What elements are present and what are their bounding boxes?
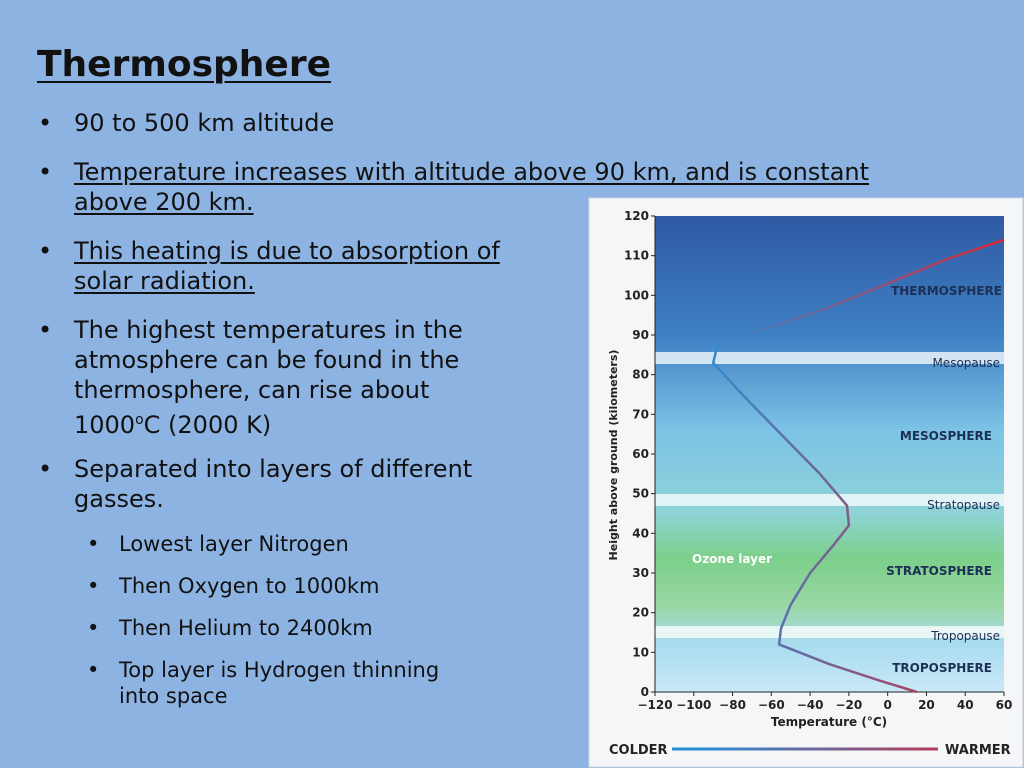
scale-right-label: WARMER: [945, 743, 1011, 758]
x-tick-label: −40: [797, 698, 824, 712]
boundary-band: [655, 626, 1004, 638]
x-tick-label: 20: [918, 698, 935, 712]
x-tick-label: 60: [996, 698, 1013, 712]
layer-label: Stratopause: [927, 498, 1000, 512]
boundary-band: [655, 352, 1004, 364]
sub-bullet: Top layer is Hydrogen thinning into spac…: [87, 657, 479, 709]
x-tick-label: −120: [637, 698, 672, 712]
y-tick-label: 0: [641, 685, 649, 699]
y-tick-label: 20: [632, 606, 649, 620]
scale-left-label: COLDER: [609, 743, 668, 758]
x-tick-label: −100: [676, 698, 711, 712]
chart: Height above ground (kilometers) Tempera…: [588, 197, 1024, 768]
bullet: Separated into layers of different gasse…: [38, 454, 514, 514]
slide-title: Thermosphere: [37, 44, 332, 85]
y-tick-label: 10: [632, 645, 649, 659]
layer-label: Tropopause: [930, 629, 1000, 643]
layer-label: Ozone layer: [692, 552, 772, 566]
y-tick-label: 110: [624, 249, 649, 263]
bullet-text: The highest temperatures in the atmosphe…: [74, 316, 463, 439]
y-tick-label: 70: [632, 407, 649, 421]
y-tick-label: 60: [632, 447, 649, 461]
y-tick-label: 30: [632, 566, 649, 580]
x-axis-title: Temperature (°C): [771, 715, 887, 729]
y-axis-title: Height above ground (kilometers): [607, 350, 620, 561]
layer-bands: [655, 352, 1004, 638]
bullet: Temperature increases with altitude abov…: [38, 157, 924, 217]
bullet: This heating is due to absorption of sol…: [38, 236, 529, 296]
x-tick-label: −60: [758, 698, 785, 712]
sub-bullet: Then Helium to 2400km: [87, 615, 373, 641]
boundary-band: [655, 494, 1004, 506]
plot-background: [655, 216, 1004, 692]
sub-bullet: Lowest layer Nitrogen: [87, 531, 349, 557]
y-tick-label: 80: [632, 368, 649, 382]
bullet-text: C (2000 K): [143, 411, 272, 439]
layer-label: Mesopause: [932, 356, 1000, 370]
x-tick-label: 40: [957, 698, 974, 712]
x-tick-label: 0: [883, 698, 891, 712]
y-tick-label: 40: [632, 526, 649, 540]
y-tick-label: 120: [624, 209, 649, 223]
x-tick-label: −20: [836, 698, 863, 712]
bullet: The highest temperatures in the atmosphe…: [38, 315, 494, 440]
layer-label: THERMOSPHERE: [891, 284, 1002, 298]
layer-label: TROPOSPHERE: [892, 661, 992, 675]
layer-label: STRATOSPHERE: [886, 564, 992, 578]
bullet: 90 to 500 km altitude: [38, 108, 334, 138]
y-tick-label: 100: [624, 288, 649, 302]
x-tick-label: −80: [719, 698, 746, 712]
layer-label: MESOSPHERE: [900, 429, 992, 443]
superscript: o: [135, 412, 144, 428]
temperature-line: [711, 238, 1005, 694]
y-tick-label: 50: [632, 487, 649, 501]
y-tick-label: 90: [632, 328, 649, 342]
sub-bullet: Then Oxygen to 1000km: [87, 573, 380, 599]
